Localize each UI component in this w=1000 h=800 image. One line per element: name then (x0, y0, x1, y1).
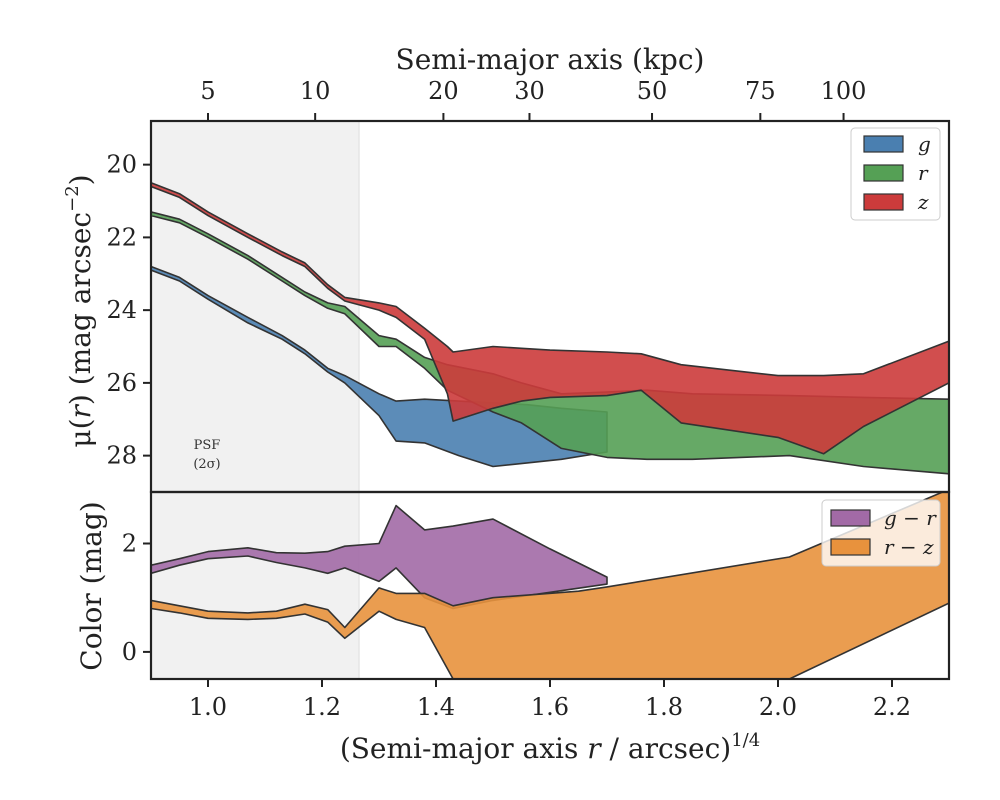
x-axis-title-part-r: r (587, 732, 602, 765)
bottom-y-axis-title: Color (mag) (75, 501, 108, 670)
legend-swatch-g (863, 135, 904, 153)
legend-swatch-r-minus-z (830, 538, 871, 556)
top-y-axis-title: μ(r) (mag arcsec−2) (62, 174, 97, 447)
band-g-minus-r (151, 504, 608, 610)
x-tick-label: 1.6 (531, 693, 569, 721)
psf-shaded-region-bottom (150, 491, 360, 680)
legend-swatch-g-minus-r (830, 509, 871, 527)
legend-top: grz (850, 127, 941, 221)
x-axis-title-part-suffix: / arcsec) (601, 732, 732, 765)
band-z (151, 182, 949, 455)
y-axis-title-part-exponent: −2 (62, 185, 83, 212)
y-axis-title-part-mu: μ( (64, 418, 97, 447)
x-axis-title-part-prefix: (Semi-major axis (340, 732, 587, 765)
legend-label-r-minus-z: r − z (884, 535, 934, 559)
x-tick-label: 2.0 (759, 693, 797, 721)
y-tick-label: 20 (106, 151, 137, 179)
band-r-minus-z (151, 493, 949, 679)
x-axis-title: (Semi-major axis r / arcsec)1/4 (340, 730, 760, 765)
y-axis-title-part-close: ) (64, 174, 97, 185)
kpc-tick-label: 10 (300, 77, 331, 105)
x-tick-label: 1.8 (645, 693, 683, 721)
y-axis-title-part-r: r (64, 403, 97, 418)
legend-label-r: r (918, 161, 929, 185)
color-y-tick-label: 0 (122, 638, 137, 666)
y-tick-label: 22 (106, 223, 137, 251)
x-tick-label: 1.0 (189, 693, 227, 721)
y-tick-label: 26 (106, 369, 137, 397)
kpc-tick-label: 100 (821, 77, 867, 105)
y-axis-title-part-units: ) (mag arcsec (64, 212, 97, 405)
top-axis-title: Semi-major axis (kpc) (396, 43, 705, 76)
legends: grz g − r r − z (821, 127, 941, 567)
y-tick-label: 24 (106, 296, 137, 324)
psf-label-line2: (2σ) (193, 457, 220, 472)
legend-swatch-z (863, 193, 904, 211)
axes: 20 22 24 26 28 0 2 1.0 1.2 1.4 1.6 1.8 2.0 2.2 5 10 20 30… (106, 77, 911, 721)
legend-label-g: g (918, 132, 931, 156)
psf-label-line1: PSF (194, 438, 221, 453)
legend-label-g-minus-r: g − r (884, 506, 937, 530)
top-panel-bands (151, 182, 949, 475)
kpc-tick-label: 30 (514, 77, 545, 105)
y-tick-label: 28 (106, 442, 137, 470)
kpc-tick-label: 20 (428, 77, 459, 105)
legend-swatch-r (863, 164, 904, 182)
x-tick-label: 1.4 (417, 693, 455, 721)
legend-label-z: z (917, 190, 929, 214)
x-axis-title-part-exponent: 1/4 (731, 730, 760, 751)
kpc-tick-label: 75 (745, 77, 776, 105)
x-tick-label: 1.2 (303, 693, 341, 721)
legend-bottom: g − r r − z (821, 499, 941, 567)
x-tick-label: 2.2 (873, 693, 911, 721)
kpc-tick-label: 5 (200, 77, 215, 105)
bottom-panel-bands (151, 493, 949, 679)
kpc-tick-label: 50 (637, 77, 668, 105)
color-y-tick-label: 2 (122, 529, 137, 557)
